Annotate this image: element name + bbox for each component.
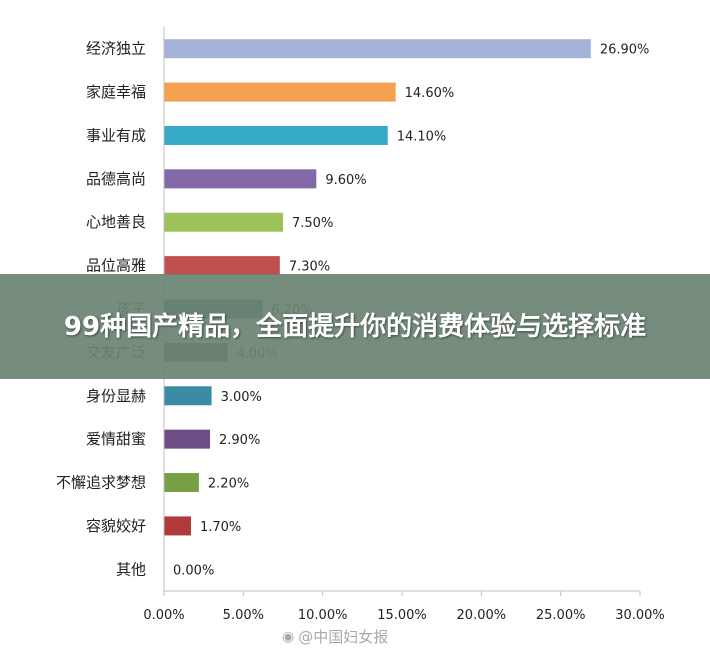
data-label: 3.00% [221, 390, 262, 405]
bar [164, 212, 283, 232]
category-label: 不懈追求梦想 [56, 474, 146, 492]
tick-label: 20.00% [457, 608, 507, 623]
headline-title: 99种国产精品，全面提升你的消费体验与选择标准 [63, 311, 647, 342]
bar [164, 39, 591, 59]
category-label: 经济独立 [86, 40, 146, 58]
bar [164, 429, 211, 449]
watermark: ◉ @中国妇女报 [282, 626, 388, 647]
tick-label: 30.00% [615, 608, 665, 623]
data-label: 2.90% [219, 433, 260, 448]
x-axis-ticks: 0.00% 5.00% 10.00% 15.00% 20.00% 25.00% 30.00% [143, 591, 665, 623]
bar [164, 516, 191, 536]
headline-banner: 99种国产精品，全面提升你的消费体验与选择标准 [0, 274, 710, 379]
tick-label: 5.00% [223, 608, 264, 623]
data-label: 0.00% [173, 563, 214, 578]
data-label: 14.60% [405, 86, 455, 101]
category-label: 其他 [116, 560, 146, 578]
bar [164, 82, 396, 102]
category-label: 品位高雅 [86, 257, 146, 275]
category-label: 身份显赫 [86, 387, 146, 405]
category-label: 爱情甜蜜 [86, 430, 146, 448]
data-label: 1.70% [200, 520, 241, 535]
tick-label: 10.00% [298, 608, 348, 623]
data-label: 26.90% [600, 43, 650, 58]
data-label: 7.30% [289, 260, 330, 275]
data-label: 14.10% [397, 129, 447, 144]
value-labels: 26.90%14.60%14.10%9.60%7.50%7.30%6.20%4.… [173, 43, 649, 579]
bar [164, 473, 199, 493]
bar [164, 386, 212, 406]
tick-label: 15.00% [377, 608, 427, 623]
category-label: 心地善良 [86, 213, 146, 231]
watermark-text: @中国妇女报 [298, 628, 389, 646]
bar [164, 125, 388, 145]
category-label: 品德高尚 [86, 170, 146, 188]
bar [164, 256, 280, 276]
category-label: 事业有成 [86, 126, 146, 144]
data-label: 2.20% [208, 477, 249, 492]
bar [164, 169, 317, 189]
data-label: 9.60% [325, 173, 366, 188]
category-label: 家庭幸福 [86, 83, 146, 101]
data-label: 7.50% [292, 216, 333, 231]
tick-label: 0.00% [143, 608, 184, 623]
tick-label: 25.00% [536, 608, 586, 623]
weibo-icon: ◉ [282, 628, 295, 645]
category-label: 容貌姣好 [86, 517, 146, 535]
